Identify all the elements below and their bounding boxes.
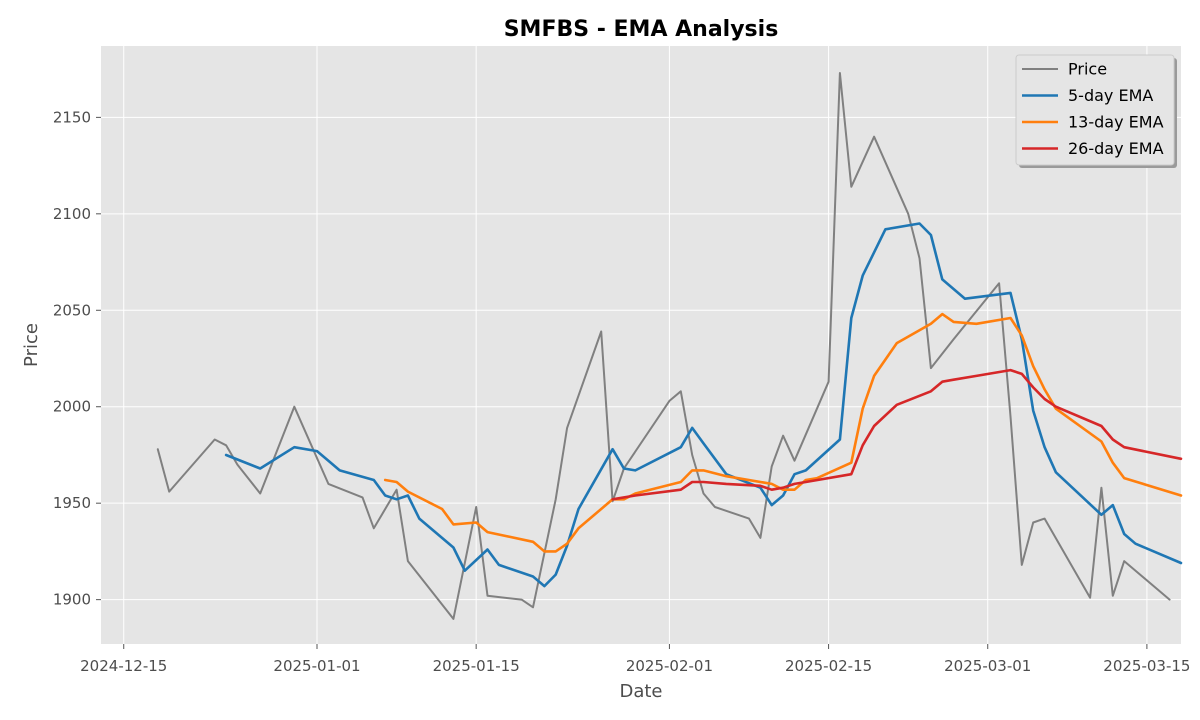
y-axis-label: Price [21,323,42,367]
legend-label: Price [1068,60,1107,79]
plot-area [101,46,1181,644]
y-tick-label: 2150 [53,108,91,126]
legend-label: 5-day EMA [1068,86,1153,105]
x-tick-label: 2025-03-01 [944,657,1031,675]
series-line-26-day-ema [611,368,1183,501]
y-tick-label: 1950 [53,494,91,512]
x-tick-label: 2025-01-15 [433,657,520,675]
x-axis-label: Date [619,681,662,702]
legend-label: 26-day EMA [1068,139,1164,158]
x-tick-label: 2024-12-15 [80,657,167,675]
x-tick-label: 2025-02-01 [626,657,713,675]
series-lines [156,72,1183,620]
legend: Price 5-day EMA 13-day EMA 26-day EMA [1015,54,1177,168]
chart-title: SMFBS - EMA Analysis [504,17,779,42]
legend-box [1015,54,1175,166]
x-tick-label: 2025-03-15 [1103,657,1190,675]
y-tick-label: 2100 [53,205,91,223]
y-tick-label: 1900 [53,591,91,609]
y-tick-label: 2050 [53,301,91,319]
x-tick-label: 2025-01-01 [273,657,360,675]
legend-label: 13-day EMA [1068,113,1164,132]
x-axis-ticks: 2024-12-15 2025-01-01 2025-01-15 2025-02-01… [80,644,1190,675]
grid-lines [101,46,1181,644]
series-line-13-day-ema [383,312,1183,553]
y-tick-label: 2000 [53,398,91,416]
y-axis-ticks: 1900 1950 2000 2050 2100 2150 [53,108,101,609]
series-line-price [156,72,1171,620]
x-tick-label: 2025-02-15 [785,657,872,675]
